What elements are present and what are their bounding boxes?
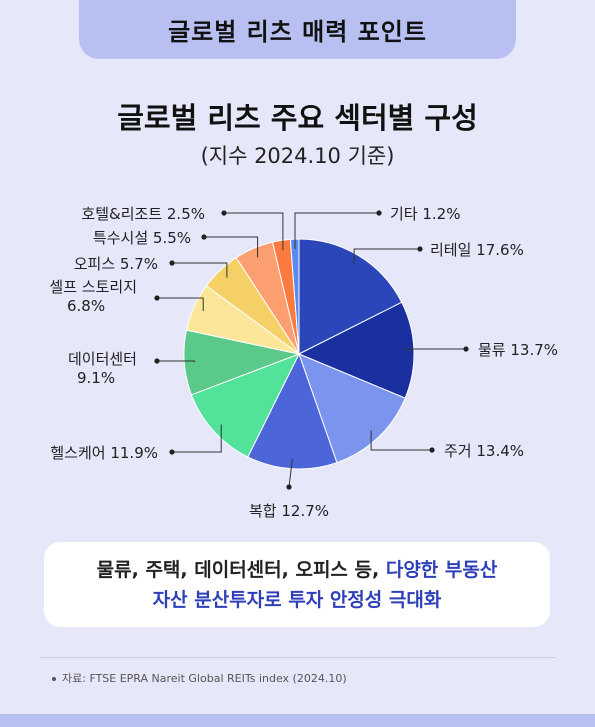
slice-label-7: 셀프 스토리지 6.8% <box>49 278 137 315</box>
leader-dot-7 <box>154 295 160 301</box>
leader-line-4 <box>288 458 293 488</box>
source-note: 자료: FTSE EPRA Nareit Global REITs index … <box>52 670 347 686</box>
slice-label-6: 데이터센터 9.1% <box>68 350 137 387</box>
leader-line-3 <box>370 430 432 451</box>
divider <box>40 657 555 658</box>
callout-text-plain: 물류, 주택, 데이터센터, 오피스 등, <box>96 558 386 581</box>
pie-slice-3 <box>298 353 406 464</box>
slice-label-5: 헬스케어 11.9% <box>50 444 158 462</box>
bullet-icon <box>52 677 56 681</box>
slice-label-3: 주거 13.4% <box>444 442 524 460</box>
pie-slice-5 <box>190 353 301 458</box>
leader-dot-1 <box>417 246 423 252</box>
slice-label-11: 기타 1.2% <box>390 205 460 223</box>
leader-dot-11 <box>376 210 382 216</box>
header-label: 글로벌 리츠 매력 포인트 <box>168 18 427 46</box>
leader-dot-8 <box>169 260 175 266</box>
slice-label-8: 오피스 5.7% <box>74 255 158 273</box>
slice-label-10: 호텔&리조트 2.5% <box>81 205 205 223</box>
leader-line-5 <box>172 424 222 453</box>
chart-subtitle: (지수 2024.10 기준) <box>200 144 395 168</box>
leader-dot-2 <box>463 346 469 352</box>
leader-line-1 <box>353 248 420 265</box>
leader-line-8 <box>172 262 228 278</box>
chart-title: 글로벌 리츠 주요 섹터별 구성 <box>117 101 478 135</box>
leader-line-6 <box>157 360 195 363</box>
slice-label-2: 물류 13.7% <box>478 341 558 359</box>
callout-line-1: 물류, 주택, 데이터센터, 오피스 등, 다양한 부동산 <box>97 555 498 585</box>
callout-text-highlight-1: 다양한 부동산 <box>385 558 498 581</box>
leader-line-10 <box>224 212 284 251</box>
leader-line-2 <box>403 348 466 351</box>
callout-text-highlight-2: 자산 분산투자로 투자 안정성 극대화 <box>152 588 442 611</box>
leader-dot-10 <box>221 210 227 216</box>
slice-label-9: 특수시설 5.5% <box>93 229 191 247</box>
summary-callout: 물류, 주택, 데이터센터, 오피스 등, 다양한 부동산 자산 분산투자로 투… <box>44 542 550 627</box>
slice-label-1: 리테일 17.6% <box>430 241 524 259</box>
leader-dot-4 <box>286 484 292 490</box>
leader-line-11 <box>294 212 379 250</box>
source-text: 자료: FTSE EPRA Nareit Global REITs index … <box>62 672 347 685</box>
slice-label-4: 복합 12.7% <box>249 502 329 520</box>
pie-slice-1 <box>298 238 403 355</box>
pie-slice-2 <box>297 301 415 399</box>
leader-dot-5 <box>169 449 175 455</box>
leader-dot-3 <box>429 447 435 453</box>
leader-line-9 <box>204 236 259 258</box>
pie-slice-4 <box>247 352 338 470</box>
leader-dot-9 <box>201 234 207 240</box>
leader-dot-6 <box>154 358 160 364</box>
footer-bar <box>0 714 595 727</box>
leader-line-7 <box>157 297 204 311</box>
header-tab: 글로벌 리츠 매력 포인트 <box>79 0 516 59</box>
